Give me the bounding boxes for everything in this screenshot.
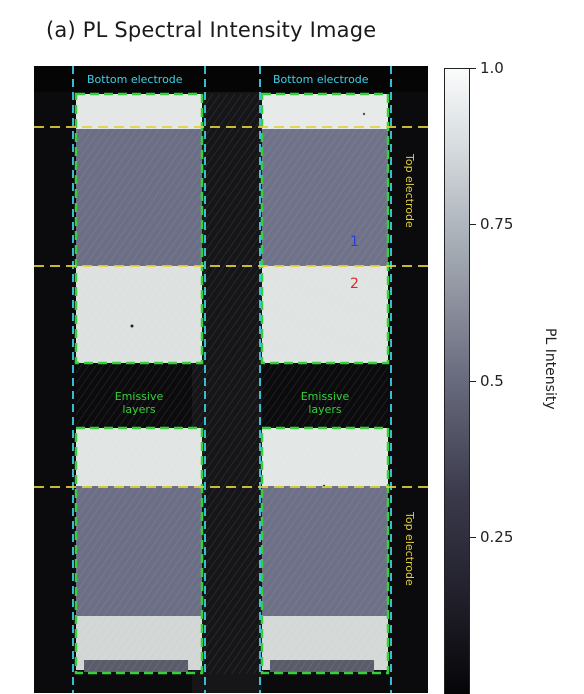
colorbar-tick-mark <box>469 380 476 382</box>
pixel-border-4 <box>260 426 390 675</box>
colorbar-label: PL Intensity <box>542 328 558 410</box>
marker-1: 1 <box>350 234 359 250</box>
emissive-layers-label-1: Emissive layers <box>114 390 164 416</box>
image-overlay <box>34 66 428 693</box>
pixel-border-2 <box>260 92 390 365</box>
pixel-border-1 <box>74 92 204 365</box>
colorbar <box>444 68 470 694</box>
colorbar-tick-mark <box>469 224 476 226</box>
bottom-electrode-label-2: Bottom electrode <box>273 73 369 86</box>
colorbar-tick-mark <box>469 68 476 69</box>
colorbar-tick-label: 0.25 <box>480 527 514 546</box>
pixel-border-3 <box>74 426 204 675</box>
colorbar-tick-mark <box>469 536 476 538</box>
emissive-layers-label-2: Emissive layers <box>300 390 350 416</box>
top-electrode-label-2: Top electrode <box>403 512 416 586</box>
bottom-electrode-label-1: Bottom electrode <box>87 73 183 86</box>
top-electrode-label-1: Top electrode <box>403 154 416 228</box>
colorbar-tick-label: 0.75 <box>480 215 514 234</box>
chart-title: (a) PL Spectral Intensity Image <box>46 18 377 42</box>
marker-2: 2 <box>350 276 359 292</box>
colorbar-tick-label: 0.5 <box>480 371 504 390</box>
colorbar-tick-label: 1.0 <box>480 59 504 77</box>
pl-intensity-image: Bottom electrode Bottom electrode Top el… <box>34 66 428 693</box>
